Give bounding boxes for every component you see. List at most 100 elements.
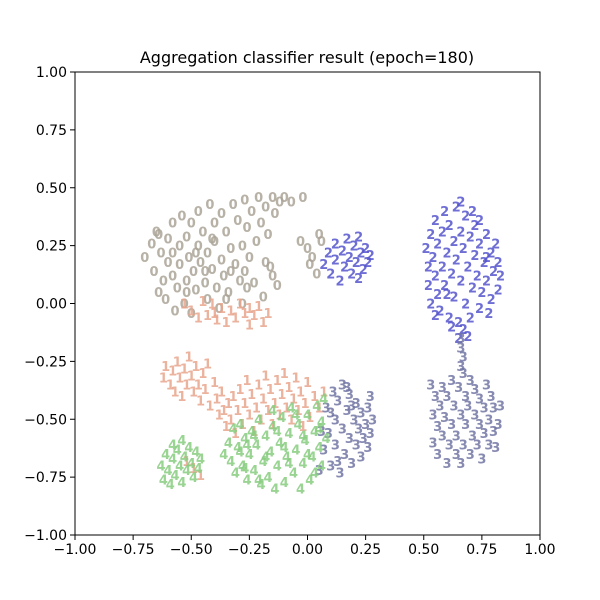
data-point-class-3: 3 — [463, 399, 472, 414]
data-point-class-2: 2 — [473, 270, 482, 285]
data-point-class-3: 3 — [461, 418, 470, 433]
data-point-class-1: 1 — [196, 469, 205, 484]
data-point-class-3: 3 — [445, 439, 454, 454]
data-point-class-2: 2 — [431, 270, 440, 285]
data-point-class-2: 2 — [494, 284, 503, 299]
data-point-class-3: 3 — [338, 379, 347, 394]
data-point-class-1: 1 — [198, 295, 207, 310]
data-point-class-0: 0 — [182, 286, 191, 301]
data-point-class-2: 2 — [456, 226, 465, 241]
data-point-class-3: 3 — [438, 429, 447, 444]
data-point-class-3: 3 — [366, 390, 375, 405]
data-point-class-2: 2 — [429, 251, 438, 266]
data-point-class-0: 0 — [203, 293, 212, 308]
data-point-class-1: 1 — [226, 304, 235, 319]
data-point-class-2: 2 — [422, 242, 431, 257]
data-point-class-1: 1 — [215, 409, 224, 424]
data-point-class-4: 4 — [261, 450, 270, 465]
data-point-class-0: 0 — [226, 265, 235, 280]
data-point-class-4: 4 — [250, 429, 259, 444]
data-point-class-2: 2 — [431, 214, 440, 229]
data-point-class-4: 4 — [301, 434, 310, 449]
data-point-class-3: 3 — [442, 390, 451, 405]
data-point-class-0: 0 — [256, 216, 265, 231]
data-point-class-2: 2 — [482, 274, 491, 289]
data-point-class-0: 0 — [222, 226, 231, 241]
data-point-class-1: 1 — [315, 402, 324, 417]
data-point-class-4: 4 — [277, 411, 286, 426]
data-point-class-3: 3 — [322, 402, 331, 417]
data-point-class-3: 3 — [456, 341, 465, 356]
data-point-class-4: 4 — [240, 462, 249, 477]
data-point-class-2: 2 — [468, 281, 477, 296]
data-point-class-4: 4 — [163, 464, 172, 479]
data-point-class-3: 3 — [331, 439, 340, 454]
data-point-class-1: 1 — [203, 309, 212, 324]
data-point-class-2: 2 — [466, 311, 475, 326]
data-point-class-2: 2 — [461, 298, 470, 313]
data-point-class-4: 4 — [240, 432, 249, 447]
data-point-class-4: 4 — [187, 457, 196, 472]
data-point-class-2: 2 — [454, 332, 463, 347]
data-point-class-3: 3 — [431, 390, 440, 405]
data-point-class-2: 2 — [459, 323, 468, 338]
data-point-class-1: 1 — [194, 379, 203, 394]
data-point-class-4: 4 — [182, 464, 191, 479]
data-point-class-0: 0 — [180, 298, 189, 313]
data-point-class-3: 3 — [363, 402, 372, 417]
data-point-class-1: 1 — [291, 372, 300, 387]
data-point-class-0: 0 — [250, 277, 259, 292]
data-point-class-1: 1 — [175, 372, 184, 387]
y-tick-label: 0.75 — [36, 123, 67, 139]
data-point-class-2: 2 — [338, 244, 347, 259]
x-tick-label: −1.00 — [54, 542, 97, 558]
data-point-class-3: 3 — [329, 385, 338, 400]
data-point-class-3: 3 — [456, 409, 465, 424]
data-point-class-3: 3 — [317, 425, 326, 440]
data-point-class-3: 3 — [456, 360, 465, 375]
data-point-class-3: 3 — [433, 448, 442, 463]
data-point-class-3: 3 — [436, 399, 445, 414]
data-point-class-2: 2 — [452, 254, 461, 269]
data-point-class-3: 3 — [491, 441, 500, 456]
data-point-class-0: 0 — [226, 242, 235, 257]
data-point-class-1: 1 — [198, 367, 207, 382]
data-point-class-4: 4 — [303, 409, 312, 424]
data-point-class-3: 3 — [326, 406, 335, 421]
data-point-class-1: 1 — [189, 462, 198, 477]
data-point-class-3: 3 — [466, 374, 475, 389]
data-point-class-1: 1 — [166, 379, 175, 394]
data-point-class-0: 0 — [261, 200, 270, 215]
data-point-class-1: 1 — [319, 385, 328, 400]
y-tick-label: −0.75 — [24, 470, 67, 486]
data-point-class-4: 4 — [273, 460, 282, 475]
data-point-class-2: 2 — [445, 311, 454, 326]
series-0: 0000000000000000000000000000000000000000… — [140, 191, 326, 322]
data-point-class-2: 2 — [431, 309, 440, 324]
data-point-class-0: 0 — [184, 251, 193, 266]
data-point-class-2: 2 — [438, 226, 447, 241]
data-point-class-3: 3 — [447, 374, 456, 389]
data-point-class-3: 3 — [438, 381, 447, 396]
data-point-class-0: 0 — [315, 228, 324, 243]
data-point-class-3: 3 — [456, 457, 465, 472]
data-point-class-3: 3 — [368, 413, 377, 428]
data-point-class-4: 4 — [238, 460, 247, 475]
data-point-class-0: 0 — [157, 247, 166, 262]
data-point-class-3: 3 — [361, 418, 370, 433]
data-point-class-1: 1 — [173, 355, 182, 370]
y-tick-label: 0.50 — [36, 181, 67, 197]
data-point-class-1: 1 — [250, 425, 259, 440]
data-point-class-0: 0 — [312, 267, 321, 282]
data-point-class-0: 0 — [194, 240, 203, 255]
data-point-class-1: 1 — [196, 395, 205, 410]
data-point-class-1: 1 — [177, 390, 186, 405]
data-point-class-4: 4 — [310, 466, 319, 481]
data-point-class-1: 1 — [245, 409, 254, 424]
data-point-class-3: 3 — [489, 402, 498, 417]
data-point-class-2: 2 — [447, 321, 456, 336]
data-point-class-0: 0 — [245, 251, 254, 266]
data-point-class-4: 4 — [229, 423, 238, 438]
data-point-class-3: 3 — [343, 381, 352, 396]
data-point-class-4: 4 — [291, 409, 300, 424]
